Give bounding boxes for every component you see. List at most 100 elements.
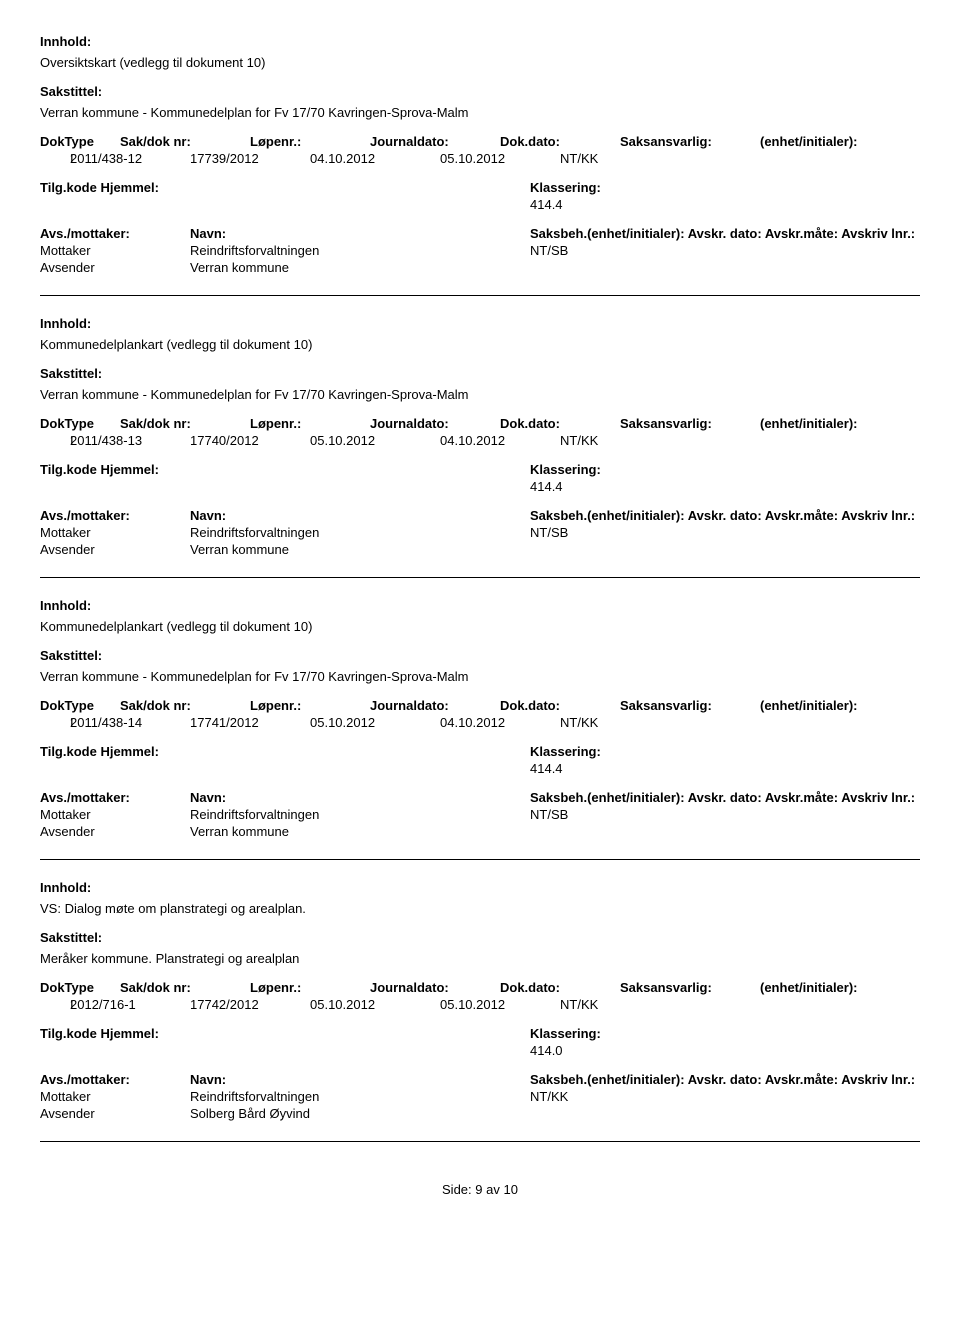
data-row: I 2011/438-14 17741/2012 05.10.2012 04.1… (40, 715, 920, 730)
doktype-header: DokType (40, 698, 120, 713)
avs-header-row: Avs./mottaker: Navn: Saksbeh.(enhet/init… (40, 226, 920, 241)
innhold-label: Innhold: (40, 34, 920, 49)
avsender-role: Avsender (40, 260, 190, 275)
lopenr-value: 17742/2012 (190, 997, 310, 1012)
mottaker-name: Reindriftsforvaltningen (190, 807, 530, 822)
dokdato-value: 05.10.2012 (440, 151, 560, 166)
mottaker-row: Mottaker Reindriftsforvaltningen NT/KK (40, 1089, 920, 1104)
sakdoknr-header: Sak/dok nr: (120, 698, 250, 713)
dokdato-header: Dok.dato: (500, 980, 620, 995)
enhet-initialer-header: (enhet/initialer): (760, 980, 858, 995)
sakdoknr-header: Sak/dok nr: (120, 134, 250, 149)
column-header-row: DokType Sak/dok nr: Løpenr.: Journaldato… (40, 134, 920, 149)
lopenr-header: Løpenr.: (250, 698, 370, 713)
data-row: I 2011/438-13 17740/2012 05.10.2012 04.1… (40, 433, 920, 448)
klassering-label: Klassering: (530, 744, 601, 759)
enhet-initialer-header: (enhet/initialer): (760, 134, 858, 149)
column-header-row: DokType Sak/dok nr: Løpenr.: Journaldato… (40, 698, 920, 713)
sakdoknr-header: Sak/dok nr: (120, 980, 250, 995)
avs-header-row: Avs./mottaker: Navn: Saksbeh.(enhet/init… (40, 508, 920, 523)
journaldato-value: 05.10.2012 (310, 997, 440, 1012)
tilgkode-hjemmel-label: Tilg.kode Hjemmel: (40, 180, 530, 195)
saksbeh-value: NT/SB (530, 243, 568, 258)
avsender-row: Avsender Verran kommune (40, 824, 920, 839)
sakstittel-label: Sakstittel: (40, 648, 920, 663)
avsender-row: Avsender Verran kommune (40, 260, 920, 275)
sakstittel-value: Verran kommune - Kommunedelplan for Fv 1… (40, 669, 920, 684)
avsender-role: Avsender (40, 824, 190, 839)
tilgkode-hjemmel-label: Tilg.kode Hjemmel: (40, 744, 530, 759)
sakdoknr-value: 2011/438-14 (70, 715, 190, 730)
doktype-value: I (40, 433, 70, 448)
page-footer: Side: 9 av 10 (40, 1182, 920, 1197)
saksansvarlig-header: Saksansvarlig: (620, 980, 760, 995)
record-divider (40, 859, 920, 860)
dokdato-value: 05.10.2012 (440, 997, 560, 1012)
avsender-row: Avsender Verran kommune (40, 542, 920, 557)
avsender-role: Avsender (40, 542, 190, 557)
lopenr-header: Løpenr.: (250, 416, 370, 431)
tilgkode-hjemmel-label: Tilg.kode Hjemmel: (40, 462, 530, 477)
mottaker-name: Reindriftsforvaltningen (190, 243, 530, 258)
avsender-name: Verran kommune (190, 260, 530, 275)
dokdato-value: 04.10.2012 (440, 433, 560, 448)
record-divider (40, 577, 920, 578)
sakdoknr-value: 2011/438-13 (70, 433, 190, 448)
lopenr-header: Løpenr.: (250, 134, 370, 149)
doktype-header: DokType (40, 980, 120, 995)
saksbeh-value: NT/KK (530, 1089, 568, 1104)
tilg-row: Tilg.kode Hjemmel: Klassering: (40, 180, 920, 195)
mottaker-role: Mottaker (40, 525, 190, 540)
avs-mottaker-label: Avs./mottaker: (40, 226, 190, 241)
saksansvarlig-header: Saksansvarlig: (620, 134, 760, 149)
avs-mottaker-label: Avs./mottaker: (40, 790, 190, 805)
navn-label: Navn: (190, 226, 530, 241)
klassering-value: 414.0 (530, 1043, 920, 1058)
sakstittel-value: Verran kommune - Kommunedelplan for Fv 1… (40, 387, 920, 402)
saksbeh-avskr-labels: Saksbeh.(enhet/initialer): Avskr. dato: … (530, 226, 915, 241)
avsender-row: Avsender Solberg Bård Øyvind (40, 1106, 920, 1121)
doktype-value: I (40, 997, 70, 1012)
sakdoknr-value: 2012/716-1 (70, 997, 190, 1012)
innhold-label: Innhold: (40, 880, 920, 895)
avsender-name: Verran kommune (190, 542, 530, 557)
page-current: 9 (475, 1182, 482, 1197)
saksansvarlig-value: NT/KK (560, 997, 700, 1012)
journaldato-header: Journaldato: (370, 134, 500, 149)
doktype-value: I (40, 715, 70, 730)
sakstittel-value: Meråker kommune. Planstrategi og arealpl… (40, 951, 920, 966)
journal-record: Innhold: Oversiktskart (vedlegg til doku… (40, 34, 920, 295)
sakdoknr-value: 2011/438-12 (70, 151, 190, 166)
saksbeh-value: NT/SB (530, 525, 568, 540)
journal-record: Innhold: Kommunedelplankart (vedlegg til… (40, 598, 920, 859)
klassering-label: Klassering: (530, 1026, 601, 1041)
avs-header-row: Avs./mottaker: Navn: Saksbeh.(enhet/init… (40, 1072, 920, 1087)
doktype-value: I (40, 151, 70, 166)
avs-header-row: Avs./mottaker: Navn: Saksbeh.(enhet/init… (40, 790, 920, 805)
saksansvarlig-header: Saksansvarlig: (620, 698, 760, 713)
dokdato-header: Dok.dato: (500, 698, 620, 713)
page-av: av (486, 1182, 500, 1197)
dokdato-value: 04.10.2012 (440, 715, 560, 730)
innhold-value: Kommunedelplankart (vedlegg til dokument… (40, 619, 920, 634)
data-row: I 2012/716-1 17742/2012 05.10.2012 05.10… (40, 997, 920, 1012)
record-divider (40, 295, 920, 296)
saksansvarlig-value: NT/KK (560, 715, 700, 730)
mottaker-role: Mottaker (40, 1089, 190, 1104)
dokdato-header: Dok.dato: (500, 416, 620, 431)
mottaker-role: Mottaker (40, 243, 190, 258)
navn-label: Navn: (190, 1072, 530, 1087)
mottaker-name: Reindriftsforvaltningen (190, 1089, 530, 1104)
avs-mottaker-label: Avs./mottaker: (40, 1072, 190, 1087)
klassering-value: 414.4 (530, 197, 920, 212)
mottaker-row: Mottaker Reindriftsforvaltningen NT/SB (40, 243, 920, 258)
saksansvarlig-header: Saksansvarlig: (620, 416, 760, 431)
saksbeh-avskr-labels: Saksbeh.(enhet/initialer): Avskr. dato: … (530, 790, 915, 805)
journaldato-value: 05.10.2012 (310, 715, 440, 730)
data-row: I 2011/438-12 17739/2012 04.10.2012 05.1… (40, 151, 920, 166)
sakstittel-value: Verran kommune - Kommunedelplan for Fv 1… (40, 105, 920, 120)
column-header-row: DokType Sak/dok nr: Løpenr.: Journaldato… (40, 416, 920, 431)
mottaker-row: Mottaker Reindriftsforvaltningen NT/SB (40, 525, 920, 540)
journal-record: Innhold: Kommunedelplankart (vedlegg til… (40, 316, 920, 577)
lopenr-value: 17741/2012 (190, 715, 310, 730)
